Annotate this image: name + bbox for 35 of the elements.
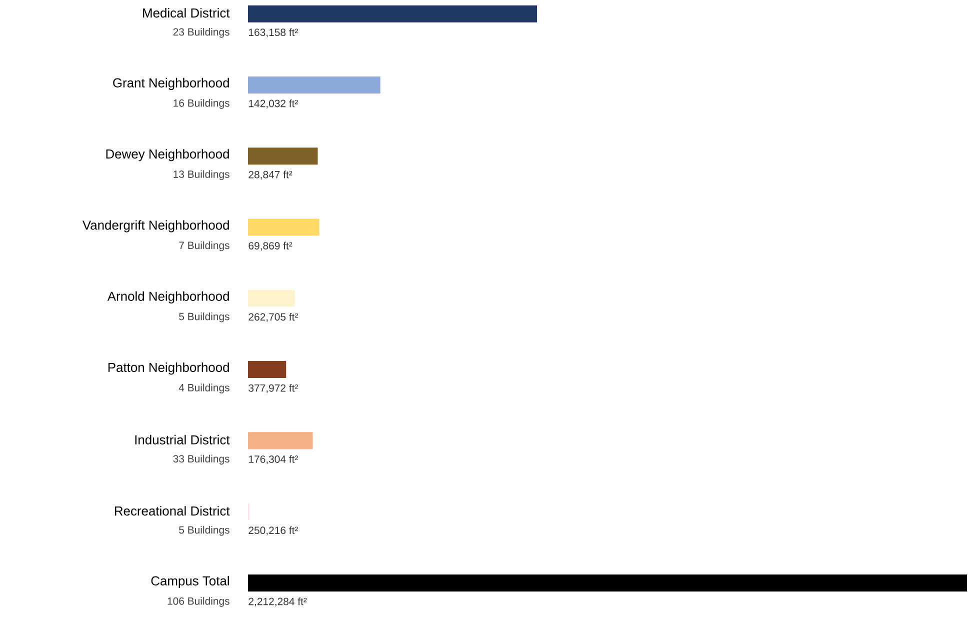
y-tick-label: Patton Neighborhood — [108, 362, 229, 375]
text: 16 Buildings — [174, 99, 230, 109]
text: 106 Buildings — [168, 597, 230, 607]
y-tick-label: Arnold Neighborhood — [107, 291, 229, 304]
bar — [248, 290, 295, 307]
y-tick-label: Medical District — [143, 8, 230, 18]
y-tick-label: Dewey Neighborhood — [106, 149, 229, 162]
text: 7 Buildings — [179, 241, 230, 252]
bar — [248, 574, 968, 592]
text: 13 Buildings — [174, 170, 230, 180]
annotation: 250,216 ft² — [248, 526, 298, 536]
bar — [248, 432, 313, 450]
annotation: 28,847 ft² — [248, 170, 292, 180]
annotation: 69,869 ft² — [248, 242, 292, 251]
y-tick-label: Recreational District — [114, 506, 230, 516]
annotation: 163,158 ft² — [249, 28, 298, 38]
annotation: 2,212,284 ft² — [248, 598, 307, 606]
annotation: 377,972 ft² — [248, 384, 298, 393]
y-tick-label: Industrial District — [135, 434, 230, 444]
annotation: 176,304 ft² — [249, 455, 298, 464]
bar — [248, 76, 380, 94]
y-tick-label: Grant Neighborhood — [113, 78, 229, 90]
annotation: 142,032 ft² — [249, 100, 298, 108]
bar — [248, 361, 286, 378]
text: 23 Buildings — [173, 28, 230, 38]
annotation: 262,705 ft² — [248, 312, 298, 322]
y-tick-label: Vandergrift Neighborhood — [82, 220, 229, 232]
y-tick-label: Campus Total — [151, 576, 229, 588]
text: 5 Buildings — [179, 526, 230, 536]
bar — [248, 148, 318, 165]
text: 33 Buildings — [173, 454, 230, 465]
bar — [248, 5, 538, 22]
text: 5 Buildings — [179, 312, 230, 322]
bar — [248, 218, 320, 236]
text: 4 Buildings — [178, 384, 230, 394]
